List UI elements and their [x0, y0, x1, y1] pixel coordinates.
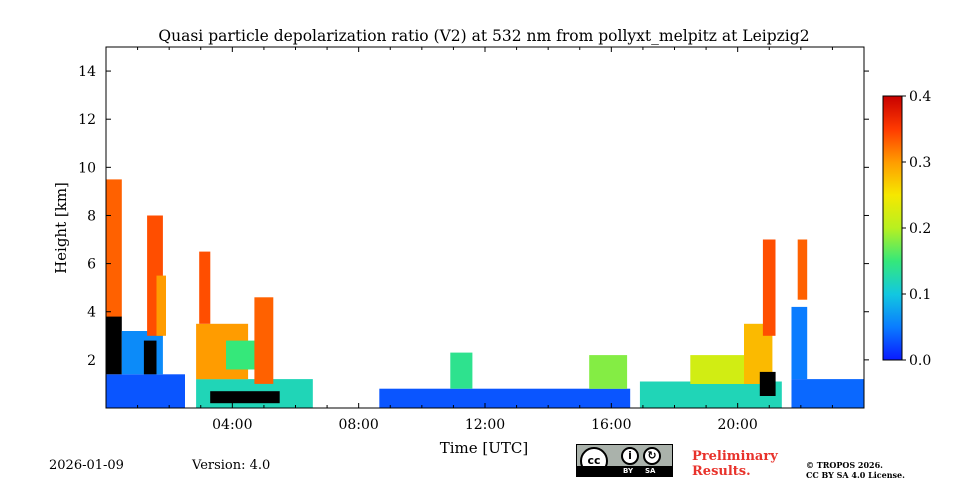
- colorbar-tick-label: 0.2: [909, 221, 931, 237]
- colorbar-ticks: 0.0 0.1 0.2 0.3 0.4: [902, 89, 931, 369]
- heatmap-cell: [639, 381, 782, 408]
- data-gap: [781, 47, 792, 408]
- share-alike-icon: ↻: [643, 447, 661, 465]
- heatmap-cell: [379, 388, 631, 408]
- cc-by-label: BY: [623, 467, 634, 475]
- heatmap-cell: [156, 275, 166, 336]
- heatmap-layer: [106, 47, 864, 408]
- cc-sa-label: SA: [645, 467, 656, 475]
- preliminary-results-note: Preliminary Results.: [692, 449, 778, 479]
- footer-version: Version: 4.0: [192, 458, 271, 473]
- x-axis-label: Time [UTC]: [440, 439, 529, 457]
- y-tick-label: 6: [87, 257, 96, 273]
- heatmap-cell: [121, 331, 163, 375]
- heatmap-cell: [199, 251, 211, 324]
- y-tick-label: 8: [87, 208, 96, 224]
- x-tick-label: 20:00: [717, 417, 757, 433]
- data-gap: [312, 47, 321, 408]
- heatmap-cell: [254, 297, 274, 384]
- y-axis-label: Height [km]: [52, 182, 70, 274]
- copyright-line-1: © TROPOS 2026.: [806, 460, 883, 470]
- y-tick-label: 4: [87, 305, 96, 321]
- heatmap-cell: [797, 239, 808, 300]
- data-gap: [630, 47, 640, 408]
- heatmap-cell: [589, 355, 628, 389]
- preliminary-line-1: Preliminary: [692, 449, 778, 464]
- heatmap-cell: [106, 316, 122, 375]
- attribution-person-icon: i: [621, 447, 639, 465]
- colorbar: [882, 95, 903, 361]
- heatmap-cell: [106, 179, 122, 317]
- heatmap-cell: [791, 306, 808, 380]
- y-tick-label: 10: [78, 160, 96, 176]
- axis-ticks: 04:00 08:00 12:00 16:00 20:00 2 4 6 8 10 12 14: [78, 47, 869, 433]
- heatmap-cell: [762, 239, 776, 336]
- x-tick-label: 04:00: [212, 417, 252, 433]
- data-gap: [377, 47, 380, 408]
- y-tick-label: 12: [78, 112, 96, 128]
- colorbar-tick-label: 0.0: [909, 353, 931, 369]
- heatmap-cell: [450, 352, 473, 389]
- colorbar-tick-label: 0.4: [909, 89, 931, 105]
- heatmap-cell: [143, 340, 157, 375]
- footer-date: 2026-01-09: [49, 458, 124, 473]
- colorbar-tick-label: 0.3: [909, 155, 931, 171]
- heatmap-cell: [106, 374, 185, 408]
- heatmap-cell: [791, 379, 864, 408]
- heatmap-cell: [690, 355, 744, 384]
- data-gap: [185, 47, 197, 408]
- preliminary-line-2: Results.: [692, 464, 751, 479]
- x-tick-label: 08:00: [338, 417, 378, 433]
- y-tick-label: 14: [78, 64, 96, 80]
- copyright-note: © TROPOS 2026. CC BY SA 4.0 License.: [806, 460, 905, 480]
- plot-frame: [105, 46, 865, 409]
- x-tick-label: 12:00: [465, 417, 505, 433]
- heatmap-cell: [210, 391, 280, 404]
- x-tick-label: 16:00: [591, 417, 631, 433]
- colorbar-tick-label: 0.1: [909, 287, 931, 303]
- copyright-line-2: CC BY SA 4.0 License.: [806, 470, 905, 480]
- chart-title: Quasi particle depolarization ratio (V2)…: [158, 27, 809, 45]
- heatmap-cell: [759, 371, 776, 396]
- y-tick-label: 2: [87, 353, 96, 369]
- cc-license-badge[interactable]: cc i ↻ BY SA: [576, 444, 673, 477]
- cc-badge-strip: [577, 466, 672, 476]
